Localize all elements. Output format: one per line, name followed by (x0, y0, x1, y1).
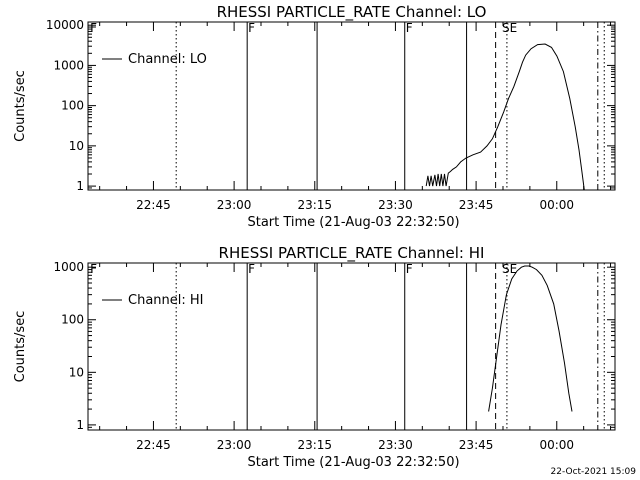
x-tick-label: 00:00 (539, 438, 574, 452)
y-tick-label: 100 (61, 313, 84, 327)
x-tick-label: 00:00 (539, 198, 574, 212)
event-annotation: SE (502, 21, 517, 35)
x-tick-label: 23:15 (297, 198, 332, 212)
x-tick-label: 23:00 (217, 198, 252, 212)
x-axis-label: Start Time (21-Aug-03 22:32:50) (247, 215, 459, 230)
y-tick-label: 10 (69, 365, 84, 379)
y-tick-label: 1000 (53, 58, 84, 72)
event-annotation: SE (502, 262, 517, 276)
y-tick-label: 10000 (46, 18, 84, 32)
x-tick-label: 22:45 (136, 198, 171, 212)
x-tick-label: 23:30 (378, 438, 413, 452)
chart-panel-1: RHESSI PARTICLE_RATE Channel: LO Start Ti… (13, 3, 616, 230)
y-tick-label: 1 (76, 179, 84, 193)
y-tick-label: 100 (61, 99, 84, 113)
x-tick-label: 23:15 (297, 438, 332, 452)
event-annotation: F (90, 262, 97, 276)
event-annotation: F (248, 21, 255, 35)
y-tick-label: 1000 (53, 260, 84, 274)
y-axis-label: Counts/sec (13, 70, 28, 142)
chart-title: RHESSI PARTICLE_RATE Channel: HI (219, 244, 485, 263)
plot-frame (87, 262, 616, 431)
plot-frame (87, 21, 616, 191)
x-tick-label: 22:45 (136, 438, 171, 452)
y-axis-label: Counts/sec (13, 311, 28, 383)
event-annotation: F (406, 21, 413, 35)
x-tick-label: 23:30 (378, 198, 413, 212)
event-annotation: F (90, 21, 97, 35)
series-line-1 (425, 43, 585, 191)
y-tick-label: 10 (69, 139, 84, 153)
event-annotation: F (248, 262, 255, 276)
series-line-1 (488, 265, 573, 412)
y-tick-label: 1 (76, 418, 84, 432)
footer-timestamp: 22-Oct-2021 15:09 (551, 467, 637, 477)
x-axis-label: Start Time (21-Aug-03 22:32:50) (247, 455, 459, 470)
legend-label: Channel: LO (128, 52, 207, 67)
x-tick-label: 23:45 (459, 438, 494, 452)
chart-title: RHESSI PARTICLE_RATE Channel: LO (217, 3, 487, 22)
event-annotation: F (406, 262, 413, 276)
x-tick-label: 23:00 (217, 438, 252, 452)
x-tick-label: 23:45 (459, 198, 494, 212)
legend-label: Channel: HI (128, 293, 204, 308)
chart-panel-2: RHESSI PARTICLE_RATE Channel: HI Start Ti… (13, 244, 616, 470)
